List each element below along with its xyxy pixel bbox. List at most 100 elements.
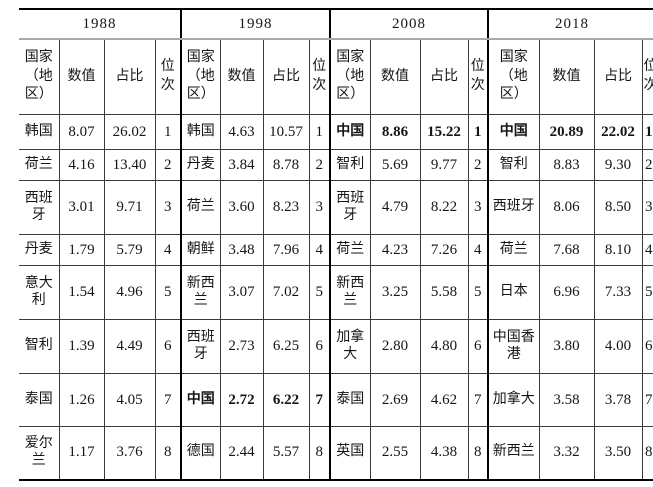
country-cell: 英国	[329, 426, 370, 481]
rank-cell: 6	[467, 319, 488, 374]
rank-cell: 3	[154, 180, 181, 235]
value-cell: 3.07	[219, 265, 263, 320]
country-cell: 丹麦	[180, 149, 220, 181]
table-row: 韩国 8.07 26.02 1 韩国 4.63 10.57 1 中国 8.86 …	[19, 114, 653, 150]
col-header-country: 国家（地区）	[487, 39, 539, 115]
rank-cell: 8	[467, 426, 488, 481]
rank-cell: 4	[641, 234, 653, 266]
year-header: 1998	[180, 9, 330, 40]
value-cell: 8.86	[369, 114, 420, 150]
value-cell: 2.44	[219, 426, 263, 481]
value-cell: 8.06	[538, 180, 594, 235]
rank-cell: 7	[467, 373, 488, 427]
value-cell: 1.39	[58, 319, 104, 374]
value-cell: 8.83	[538, 149, 594, 181]
share-cell: 4.62	[419, 373, 468, 427]
country-cell: 中国香港	[487, 319, 539, 374]
country-cell: 荷兰	[180, 180, 220, 235]
value-cell: 3.32	[538, 426, 594, 481]
value-cell: 1.79	[58, 234, 104, 266]
col-header-value: 数值	[219, 39, 263, 115]
share-cell: 3.50	[593, 426, 642, 481]
country-cell: 西班牙	[19, 180, 59, 235]
rank-cell: 7	[641, 373, 653, 427]
rank-cell: 8	[154, 426, 181, 481]
value-cell: 4.16	[58, 149, 104, 181]
share-cell: 4.80	[419, 319, 468, 374]
country-cell: 韩国	[180, 114, 220, 150]
value-cell: 2.72	[219, 373, 263, 427]
country-cell: 中国	[487, 114, 539, 150]
country-cell: 荷兰	[329, 234, 370, 266]
rank-cell: 4	[308, 234, 330, 266]
col-header-country: 国家（地区）	[19, 39, 59, 115]
value-cell: 5.69	[369, 149, 420, 181]
col-header-rank: 位次	[154, 39, 181, 115]
value-cell: 4.23	[369, 234, 420, 266]
country-cell: 智利	[487, 149, 539, 181]
value-cell: 1.54	[58, 265, 104, 320]
country-cell: 新西兰	[180, 265, 220, 320]
value-cell: 2.73	[219, 319, 263, 374]
rank-cell: 8	[308, 426, 330, 481]
country-cell: 西班牙	[329, 180, 370, 235]
value-cell: 8.07	[58, 114, 104, 150]
share-cell: 4.49	[103, 319, 155, 374]
country-cell: 西班牙	[180, 319, 220, 374]
col-header-rank: 位次	[641, 39, 653, 115]
col-header-country: 国家（地区）	[329, 39, 370, 115]
col-header-share: 占比	[262, 39, 309, 115]
rank-cell: 8	[641, 426, 653, 481]
share-cell: 7.96	[262, 234, 309, 266]
share-cell: 8.22	[419, 180, 468, 235]
rank-cell: 2	[154, 149, 181, 181]
country-cell: 西班牙	[487, 180, 539, 235]
col-header-value: 数值	[58, 39, 104, 115]
share-cell: 4.05	[103, 373, 155, 427]
rank-cell: 6	[641, 319, 653, 374]
col-header-value: 数值	[369, 39, 420, 115]
country-cell: 中国	[329, 114, 370, 150]
country-cell: 丹麦	[19, 234, 59, 266]
rank-cell: 3	[467, 180, 488, 235]
share-cell: 6.22	[262, 373, 309, 427]
table-row: 爱尔兰 1.17 3.76 8 德国 2.44 5.57 8 英国 2.55 4…	[19, 426, 653, 481]
share-cell: 13.40	[103, 149, 155, 181]
value-cell: 2.69	[369, 373, 420, 427]
country-cell: 荷兰	[487, 234, 539, 266]
share-cell: 5.57	[262, 426, 309, 481]
country-cell: 韩国	[19, 114, 59, 150]
value-cell: 3.01	[58, 180, 104, 235]
year-header: 2008	[329, 9, 488, 40]
value-cell: 20.89	[538, 114, 594, 150]
rank-cell: 5	[154, 265, 181, 320]
year-header-row: 1988 1998 2008 2018	[19, 9, 653, 40]
value-cell: 3.80	[538, 319, 594, 374]
value-cell: 6.96	[538, 265, 594, 320]
col-header-rank: 位次	[308, 39, 330, 115]
table-row: 西班牙 3.01 9.71 3 荷兰 3.60 8.23 3 西班牙 4.79 …	[19, 180, 653, 235]
country-cell: 加拿大	[487, 373, 539, 427]
value-cell: 3.58	[538, 373, 594, 427]
rank-cell: 3	[308, 180, 330, 235]
country-cell: 智利	[19, 319, 59, 374]
share-cell: 9.30	[593, 149, 642, 181]
share-cell: 3.78	[593, 373, 642, 427]
rank-cell: 1	[467, 114, 488, 150]
share-cell: 4.00	[593, 319, 642, 374]
share-cell: 5.79	[103, 234, 155, 266]
value-cell: 3.60	[219, 180, 263, 235]
share-cell: 26.02	[103, 114, 155, 150]
country-cell: 朝鲜	[180, 234, 220, 266]
table-row: 丹麦 1.79 5.79 4 朝鲜 3.48 7.96 4 荷兰 4.23 7.…	[19, 234, 653, 266]
share-cell: 3.76	[103, 426, 155, 481]
country-cell: 德国	[180, 426, 220, 481]
value-cell: 1.17	[58, 426, 104, 481]
rank-cell: 2	[641, 149, 653, 181]
country-cell: 意大利	[19, 265, 59, 320]
share-cell: 9.77	[419, 149, 468, 181]
rank-cell: 2	[467, 149, 488, 181]
rank-cell: 7	[308, 373, 330, 427]
value-cell: 2.80	[369, 319, 420, 374]
table-row: 泰国 1.26 4.05 7 中国 2.72 6.22 7 泰国 2.69 4.…	[19, 373, 653, 427]
